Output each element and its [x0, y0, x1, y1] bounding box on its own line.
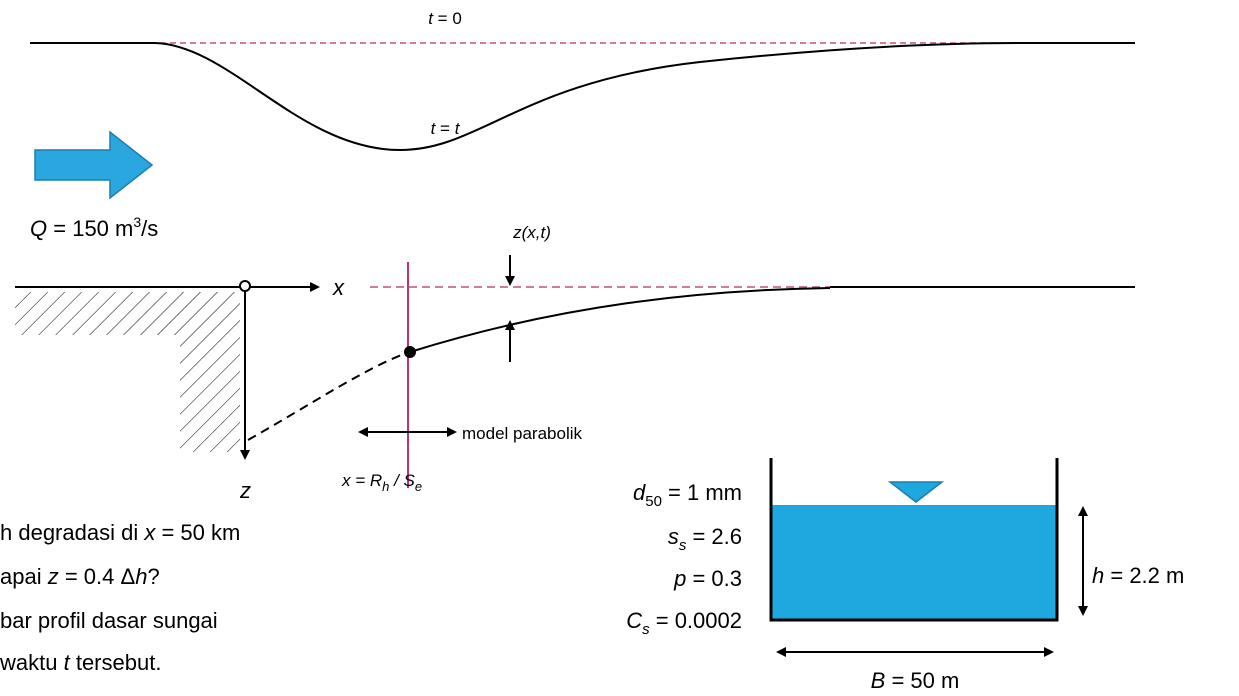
question-line: apai z = 0.4 Δh? [0, 564, 160, 589]
water [772, 505, 1056, 619]
bed-profile [410, 288, 830, 352]
channel: h = 2.2 m B = 50 m [771, 458, 1184, 693]
flow-label: Q = 150 m3/s [30, 214, 158, 241]
point [404, 346, 416, 358]
diagram: t = 0 t = t Q = 150 m3/s x z z(x,t) mode… [0, 0, 1239, 696]
question-line: waktu t tersebut. [0, 650, 161, 675]
flow-arrow [35, 132, 152, 198]
model-label: model parabolik [462, 424, 583, 443]
extrapolated-profile [248, 352, 410, 440]
tt-label: t = t [431, 119, 461, 138]
param: p = 0.3 [673, 566, 742, 591]
section-label: x = Rh / Se [341, 471, 422, 494]
origin [240, 281, 250, 291]
x-axis-label: x [332, 275, 345, 300]
depth-label: h = 2.2 m [1092, 563, 1184, 588]
questions: h degradasi di x = 50 km apai z = 0.4 Δh… [0, 520, 240, 675]
bed-profile [30, 43, 1135, 150]
param: d50 = 1 mm [633, 480, 742, 510]
water-level [890, 482, 942, 502]
param: Cs = 0.0002 [626, 608, 742, 638]
param: ss = 2.6 [668, 524, 742, 554]
t0-label: t = 0 [428, 9, 462, 28]
width-label: B = 50 m [871, 668, 960, 693]
z-label: z(x,t) [512, 223, 551, 242]
top-profile: t = 0 t = t [30, 9, 1135, 150]
z-axis-label: z [239, 478, 251, 503]
question-line: h degradasi di x = 50 km [0, 520, 240, 545]
bed-diagram: x z z(x,t) model parabolik x = Rh / Se [15, 223, 1135, 503]
parameters: d50 = 1 mm ss = 2.6 p = 0.3 Cs = 0.0002 [626, 480, 742, 638]
question-line: bar profil dasar sungai [0, 608, 218, 633]
hatch [15, 292, 240, 452]
